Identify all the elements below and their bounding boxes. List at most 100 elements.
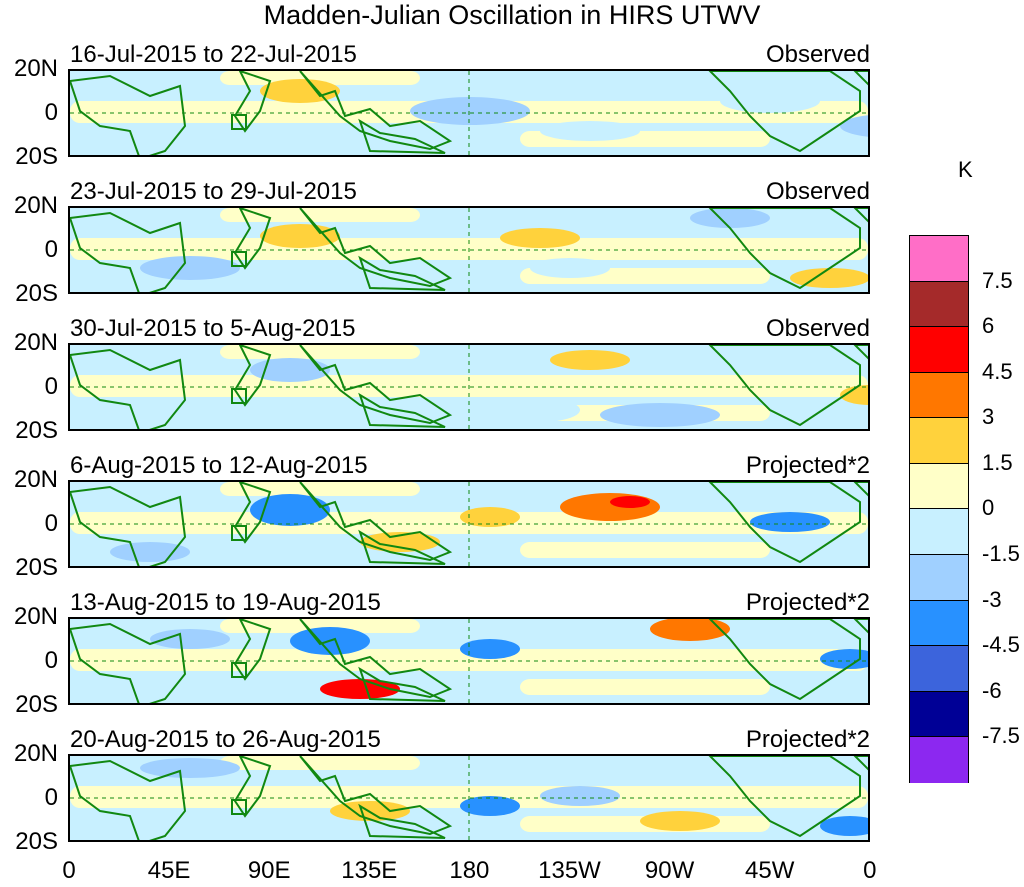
longitude-label: 45W xyxy=(745,857,795,884)
colorbar-swatch xyxy=(910,600,968,647)
latitude-label: 20N xyxy=(13,55,58,82)
latitude-label: 20N xyxy=(13,329,58,356)
region-marker xyxy=(231,799,247,815)
coastline xyxy=(853,619,868,634)
latitude-label: 0 xyxy=(44,784,58,811)
latitude-label: 0 xyxy=(44,373,58,400)
anomaly-contour xyxy=(460,507,520,527)
panel-kind-label: Projected*2 xyxy=(745,726,870,753)
colorbar-swatch xyxy=(910,737,968,783)
region-marker xyxy=(231,114,247,130)
anomaly-map-panel xyxy=(68,754,870,842)
panel-date-range: 16-Jul-2015 to 22-Jul-2015 xyxy=(70,41,357,68)
colorbar-level-label: -1.5 xyxy=(982,541,1020,567)
latitude-label: 20N xyxy=(13,466,58,493)
coastline xyxy=(70,485,187,566)
coastline xyxy=(358,118,446,154)
coastline xyxy=(233,756,272,818)
anomaly-contour xyxy=(820,816,868,836)
region-marker xyxy=(231,662,247,678)
anomaly-map-panel xyxy=(68,69,870,157)
panel-date-range: 23-Jul-2015 to 29-Jul-2015 xyxy=(70,178,357,205)
anomaly-contour xyxy=(250,494,330,526)
longitude-label: 180 xyxy=(449,857,490,884)
coastline xyxy=(299,756,453,836)
region-marker xyxy=(231,251,247,267)
anomaly-contour xyxy=(640,811,720,831)
coastline xyxy=(358,392,446,428)
latitude-label: 0 xyxy=(44,647,58,674)
panel-date-range: 6-Aug-2015 to 12-Aug-2015 xyxy=(70,452,368,479)
anomaly-contour xyxy=(560,493,660,521)
coastline xyxy=(299,619,453,699)
coastline xyxy=(233,345,272,407)
coastline xyxy=(70,74,187,155)
longitude-label: 135W xyxy=(538,857,601,884)
colorbar-swatch xyxy=(910,509,968,556)
panel-kind-label: Observed xyxy=(765,315,870,342)
anomaly-contour xyxy=(500,228,580,248)
anomaly-band xyxy=(220,482,420,496)
anomaly-band xyxy=(220,345,420,359)
map-canvas xyxy=(70,756,868,840)
colorbar-level-label: 3 xyxy=(982,404,995,430)
longitude-label: 0 xyxy=(62,857,76,884)
anomaly-contour xyxy=(540,786,620,806)
latitude-label: 20N xyxy=(13,603,58,630)
latitude-label: 20S xyxy=(15,691,58,718)
coastline xyxy=(358,803,446,839)
colorbar-level-label: -7.5 xyxy=(982,723,1020,749)
latitude-label: 0 xyxy=(44,510,58,537)
anomaly-contour xyxy=(720,89,820,113)
coastline xyxy=(358,255,446,291)
coastline xyxy=(853,208,868,223)
colorbar-level-label: 4.5 xyxy=(982,358,1013,384)
anomaly-band xyxy=(520,542,770,558)
longitude-label: 90E xyxy=(247,857,291,884)
coastline xyxy=(70,211,187,292)
anomaly-map-panel xyxy=(68,343,870,431)
longitude-label: 45E xyxy=(147,857,191,884)
anomaly-contour xyxy=(530,258,610,278)
latitude-label: 20N xyxy=(13,192,58,219)
panel-kind-label: Observed xyxy=(765,178,870,205)
anomaly-map-panel xyxy=(68,617,870,705)
anomaly-contour xyxy=(140,256,240,280)
anomaly-contour xyxy=(540,121,640,141)
anomaly-band xyxy=(220,208,420,222)
latitude-label: 20S xyxy=(15,280,58,307)
anomaly-band xyxy=(220,756,420,770)
map-canvas xyxy=(70,619,868,703)
map-canvas xyxy=(70,71,868,155)
panel-date-range: 30-Jul-2015 to 5-Aug-2015 xyxy=(70,315,356,342)
coastline xyxy=(233,619,272,681)
colorbar-swatch xyxy=(910,555,968,601)
anomaly-contour xyxy=(140,758,240,778)
map-canvas xyxy=(70,482,868,566)
latitude-label: 20S xyxy=(15,828,58,855)
region-marker xyxy=(231,525,247,541)
anomaly-contour xyxy=(90,131,170,151)
anomaly-contour xyxy=(600,403,720,427)
colorbar-swatch xyxy=(910,372,968,419)
anomaly-contour xyxy=(260,224,340,248)
coastline xyxy=(233,71,272,133)
colorbar-level-label: 6 xyxy=(982,313,995,339)
colorbar-unit: K xyxy=(958,157,973,182)
panel-date-range: 20-Aug-2015 to 26-Aug-2015 xyxy=(70,726,381,753)
colorbar-level-label: 1.5 xyxy=(982,449,1013,475)
colorbar-level-label: 0 xyxy=(982,495,995,521)
map-canvas xyxy=(70,208,868,292)
colorbar-swatch xyxy=(910,327,968,373)
coastline xyxy=(299,71,453,151)
anomaly-contour xyxy=(500,398,580,422)
latitude-label: 20S xyxy=(15,417,58,444)
panel-kind-label: Projected*2 xyxy=(745,589,870,616)
colorbar-level-label: -4.5 xyxy=(982,632,1020,658)
anomaly-contour xyxy=(410,97,530,125)
coastline xyxy=(358,666,446,702)
panel-kind-label: Projected*2 xyxy=(745,452,870,479)
colorbar-swatch xyxy=(910,418,968,464)
colorbar-swatch xyxy=(910,463,968,510)
anomaly-contour xyxy=(610,496,650,508)
